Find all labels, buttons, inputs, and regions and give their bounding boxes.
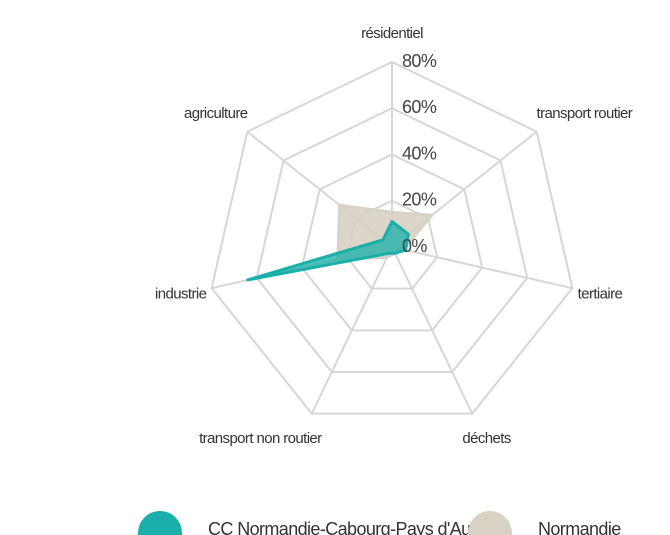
r-tick-label: 60% bbox=[402, 97, 437, 117]
legend-swatch bbox=[138, 511, 182, 535]
axis-label: agriculture bbox=[184, 105, 248, 122]
r-tick-label: 0% bbox=[402, 236, 427, 256]
grid-ring bbox=[300, 153, 484, 332]
axis-line bbox=[391, 246, 573, 290]
legend-label: CC Normandie-Cabourg-Pays d'Auge bbox=[208, 519, 490, 535]
legend-label: Normandie bbox=[538, 519, 621, 535]
legend-swatch bbox=[468, 511, 512, 535]
series-area bbox=[246, 220, 410, 282]
r-tick-label: 80% bbox=[402, 51, 437, 71]
axis-line bbox=[310, 246, 393, 415]
grid-ring bbox=[210, 60, 574, 415]
r-tick-label: 20% bbox=[402, 190, 437, 210]
axis-line bbox=[391, 246, 474, 415]
axis-label: industrie bbox=[155, 285, 207, 302]
axis-label: transport non routier bbox=[199, 430, 322, 447]
axis-label: transport routier bbox=[537, 105, 633, 122]
grid-ring bbox=[255, 107, 529, 374]
axis-label: résidentiel bbox=[361, 25, 423, 42]
axis-label: déchets bbox=[462, 430, 510, 447]
axis-label: tertiaire bbox=[578, 285, 623, 302]
r-tick-label: 40% bbox=[402, 143, 437, 163]
